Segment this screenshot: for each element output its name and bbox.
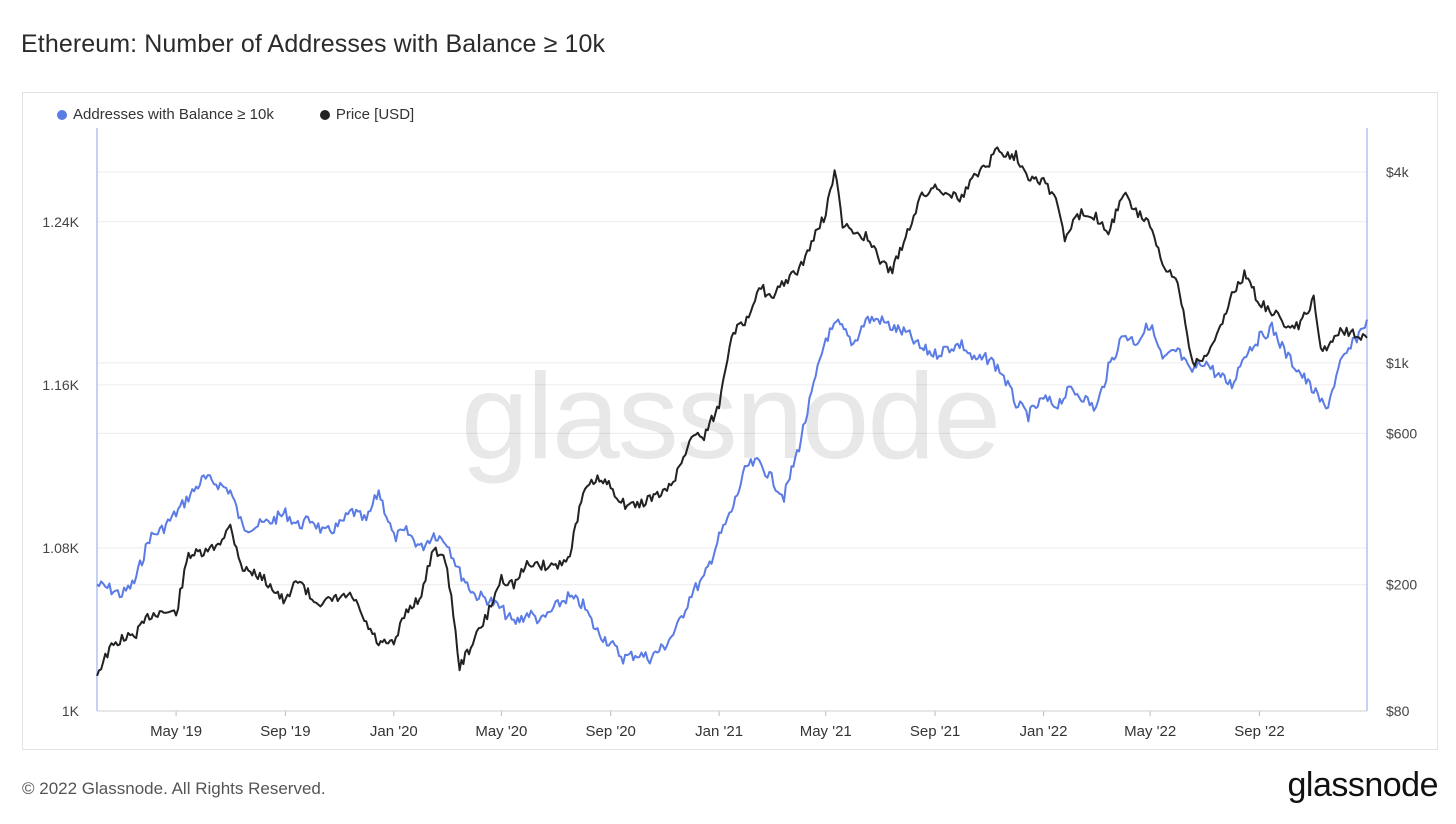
- copyright: © 2022 Glassnode. All Rights Reserved.: [22, 779, 326, 798]
- legend-dot-price: [319, 109, 330, 120]
- y-right-tick-label: $600: [1386, 425, 1417, 441]
- y-right-tick-label: $200: [1386, 577, 1417, 593]
- legend-item-price[interactable]: Price [USD]: [319, 106, 415, 123]
- legend-dot-addresses: [57, 109, 67, 120]
- x-tick-label: Jan '22: [1020, 723, 1068, 740]
- y-left-tick-label: 1.24K: [42, 214, 79, 230]
- y-left-tick-label: 1K: [62, 703, 80, 719]
- x-tick-label: Jan '20: [370, 723, 418, 740]
- series-lines: [96, 146, 1368, 677]
- x-tick-label: May '21: [800, 723, 852, 740]
- chart-frame: [22, 92, 1438, 750]
- x-tick-label: Jan '21: [695, 723, 743, 740]
- chart-title: Ethereum: Number of Addresses with Balan…: [21, 30, 606, 58]
- x-tick-label: Sep '20: [585, 723, 635, 740]
- axes: [96, 128, 1368, 716]
- series-line-price: [96, 146, 1368, 677]
- x-tick-label: May '20: [475, 723, 527, 740]
- legend-item-addresses[interactable]: Addresses with Balance ≥ 10k: [57, 106, 274, 123]
- legend-label-addresses: Addresses with Balance ≥ 10k: [73, 106, 274, 123]
- x-tick-label: May '19: [150, 723, 202, 740]
- x-tick-label: Sep '22: [1234, 723, 1284, 740]
- y-right-tick-label: $80: [1386, 703, 1410, 719]
- y-right-tick-label: $4k: [1386, 164, 1410, 180]
- legend-label-price: Price [USD]: [335, 106, 415, 123]
- x-tick-label: Sep '21: [910, 723, 960, 740]
- brand-logo: glassnode: [1287, 766, 1438, 804]
- y-right-tick-label: $1k: [1386, 355, 1410, 371]
- y-left-tick-label: 1.08K: [42, 540, 79, 556]
- x-tick-label: Sep '19: [260, 723, 310, 740]
- legend: Addresses with Balance ≥ 10k Price [USD]: [57, 106, 414, 123]
- x-tick-label: May '22: [1124, 723, 1176, 740]
- series-line-addresses: [96, 315, 1368, 665]
- y-left-tick-label: 1.16K: [42, 377, 79, 393]
- tick-labels: 1K 1.08K 1.16K 1.24K $80 $200 $600 $1k $4k May '1…: [42, 164, 1417, 740]
- watermark: glassnode: [461, 348, 999, 484]
